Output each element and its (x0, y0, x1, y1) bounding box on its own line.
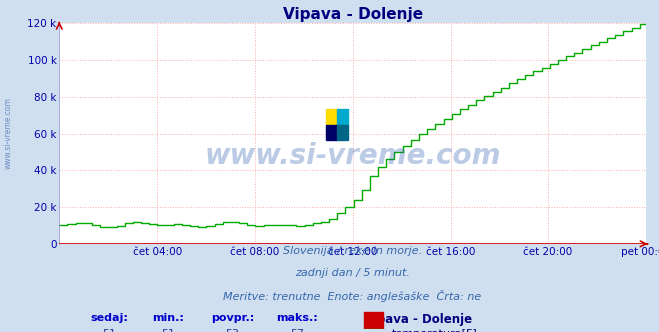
Text: min.:: min.: (152, 313, 184, 323)
Text: 57: 57 (290, 329, 304, 332)
Text: Vipava - Dolenje: Vipava - Dolenje (364, 313, 473, 326)
Title: Vipava - Dolenje: Vipava - Dolenje (283, 7, 422, 22)
Text: povpr.:: povpr.: (211, 313, 254, 323)
Text: 51: 51 (161, 329, 175, 332)
Bar (364, 329, 383, 332)
Text: 51: 51 (102, 329, 116, 332)
Bar (326, 125, 337, 140)
Bar (337, 125, 349, 140)
Text: Slovenija / reke in morje.: Slovenija / reke in morje. (283, 246, 422, 256)
Bar (364, 312, 383, 330)
Bar (337, 109, 349, 125)
Text: zadnji dan / 5 minut.: zadnji dan / 5 minut. (295, 268, 410, 278)
Text: sedaj:: sedaj: (90, 313, 128, 323)
Text: maks.:: maks.: (276, 313, 318, 323)
Text: www.si-vreme.com: www.si-vreme.com (4, 97, 13, 169)
Text: www.si-vreme.com: www.si-vreme.com (204, 141, 501, 170)
Bar (326, 109, 337, 125)
Text: Meritve: trenutne  Enote: anglešaške  Črta: ne: Meritve: trenutne Enote: anglešaške Črta… (223, 290, 482, 302)
Text: temperatura[F]: temperatura[F] (392, 329, 478, 332)
Text: 53: 53 (225, 329, 239, 332)
